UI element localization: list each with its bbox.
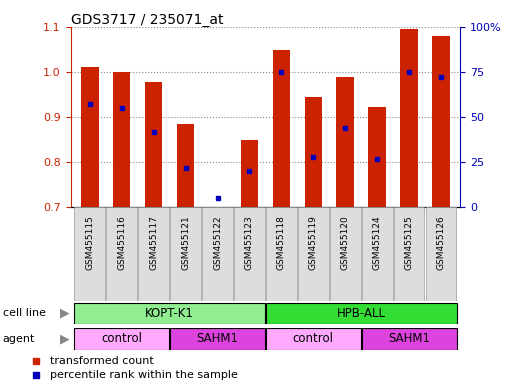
- Text: control: control: [293, 333, 334, 345]
- Text: SAHM1: SAHM1: [388, 333, 430, 345]
- Text: GSM455122: GSM455122: [213, 215, 222, 270]
- Bar: [368, 107, 386, 207]
- Bar: [330, 207, 360, 301]
- Bar: [298, 207, 328, 301]
- Text: GSM455123: GSM455123: [245, 215, 254, 270]
- Bar: [266, 207, 297, 301]
- Bar: [74, 303, 265, 324]
- Bar: [106, 207, 137, 301]
- Bar: [401, 29, 418, 207]
- Text: cell line: cell line: [3, 308, 46, 318]
- Text: KOPT-K1: KOPT-K1: [145, 307, 194, 319]
- Text: ▶: ▶: [60, 307, 70, 319]
- Text: GSM455116: GSM455116: [117, 215, 126, 270]
- Bar: [138, 207, 169, 301]
- Bar: [170, 207, 201, 301]
- Text: ▶: ▶: [60, 333, 70, 345]
- Bar: [202, 207, 233, 301]
- Text: control: control: [101, 333, 142, 345]
- Text: GSM455117: GSM455117: [149, 215, 158, 270]
- Text: GSM455125: GSM455125: [405, 215, 414, 270]
- Text: percentile rank within the sample: percentile rank within the sample: [50, 370, 237, 380]
- Text: GSM455120: GSM455120: [341, 215, 350, 270]
- Text: GSM455118: GSM455118: [277, 215, 286, 270]
- Bar: [266, 328, 361, 349]
- Text: GDS3717 / 235071_at: GDS3717 / 235071_at: [71, 13, 223, 27]
- Bar: [234, 207, 265, 301]
- Text: GSM455126: GSM455126: [437, 215, 446, 270]
- Text: HPB-ALL: HPB-ALL: [337, 307, 386, 319]
- Bar: [145, 82, 163, 207]
- Bar: [394, 207, 425, 301]
- Bar: [433, 36, 450, 207]
- Text: transformed count: transformed count: [50, 356, 153, 366]
- Text: agent: agent: [3, 334, 35, 344]
- Bar: [74, 207, 105, 301]
- Bar: [304, 97, 322, 207]
- Bar: [362, 207, 393, 301]
- Bar: [361, 328, 457, 349]
- Bar: [170, 328, 265, 349]
- Bar: [272, 50, 290, 207]
- Text: GSM455124: GSM455124: [373, 215, 382, 270]
- Bar: [74, 328, 169, 349]
- Bar: [113, 72, 130, 207]
- Text: SAHM1: SAHM1: [197, 333, 238, 345]
- Bar: [336, 76, 354, 207]
- Bar: [426, 207, 457, 301]
- Bar: [241, 140, 258, 207]
- Text: GSM455115: GSM455115: [85, 215, 94, 270]
- Text: GSM455119: GSM455119: [309, 215, 318, 270]
- Bar: [266, 303, 457, 324]
- Bar: [177, 124, 195, 207]
- Text: GSM455121: GSM455121: [181, 215, 190, 270]
- Bar: [81, 68, 98, 207]
